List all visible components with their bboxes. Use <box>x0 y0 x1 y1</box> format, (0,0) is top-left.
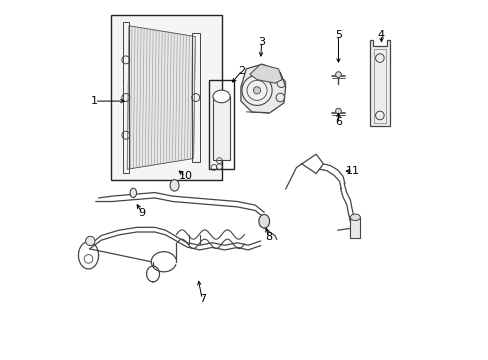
Circle shape <box>335 108 341 114</box>
Polygon shape <box>241 64 285 113</box>
Circle shape <box>242 75 271 105</box>
Polygon shape <box>369 40 389 126</box>
Text: 3: 3 <box>258 37 264 47</box>
Polygon shape <box>249 64 282 83</box>
Text: 2: 2 <box>238 66 245 76</box>
Ellipse shape <box>170 180 179 191</box>
Circle shape <box>335 72 341 77</box>
Circle shape <box>253 87 260 94</box>
Text: 8: 8 <box>265 232 272 242</box>
Text: 5: 5 <box>334 30 341 40</box>
Circle shape <box>260 217 267 225</box>
Polygon shape <box>127 26 195 169</box>
Bar <box>208 80 234 169</box>
Text: 11: 11 <box>346 166 360 176</box>
Bar <box>191 33 199 162</box>
Text: 9: 9 <box>139 208 145 218</box>
Text: 4: 4 <box>377 30 384 40</box>
Text: 1: 1 <box>91 96 98 106</box>
Bar <box>373 49 386 123</box>
Text: 7: 7 <box>198 294 205 304</box>
Text: 6: 6 <box>334 117 341 127</box>
Bar <box>122 22 129 173</box>
Bar <box>212 96 230 160</box>
Text: 10: 10 <box>178 171 192 181</box>
Bar <box>111 15 222 180</box>
Circle shape <box>131 191 135 195</box>
Ellipse shape <box>349 214 360 221</box>
Ellipse shape <box>130 188 136 198</box>
Ellipse shape <box>212 90 230 103</box>
Bar <box>349 217 360 238</box>
Ellipse shape <box>258 215 269 228</box>
Circle shape <box>85 236 95 246</box>
